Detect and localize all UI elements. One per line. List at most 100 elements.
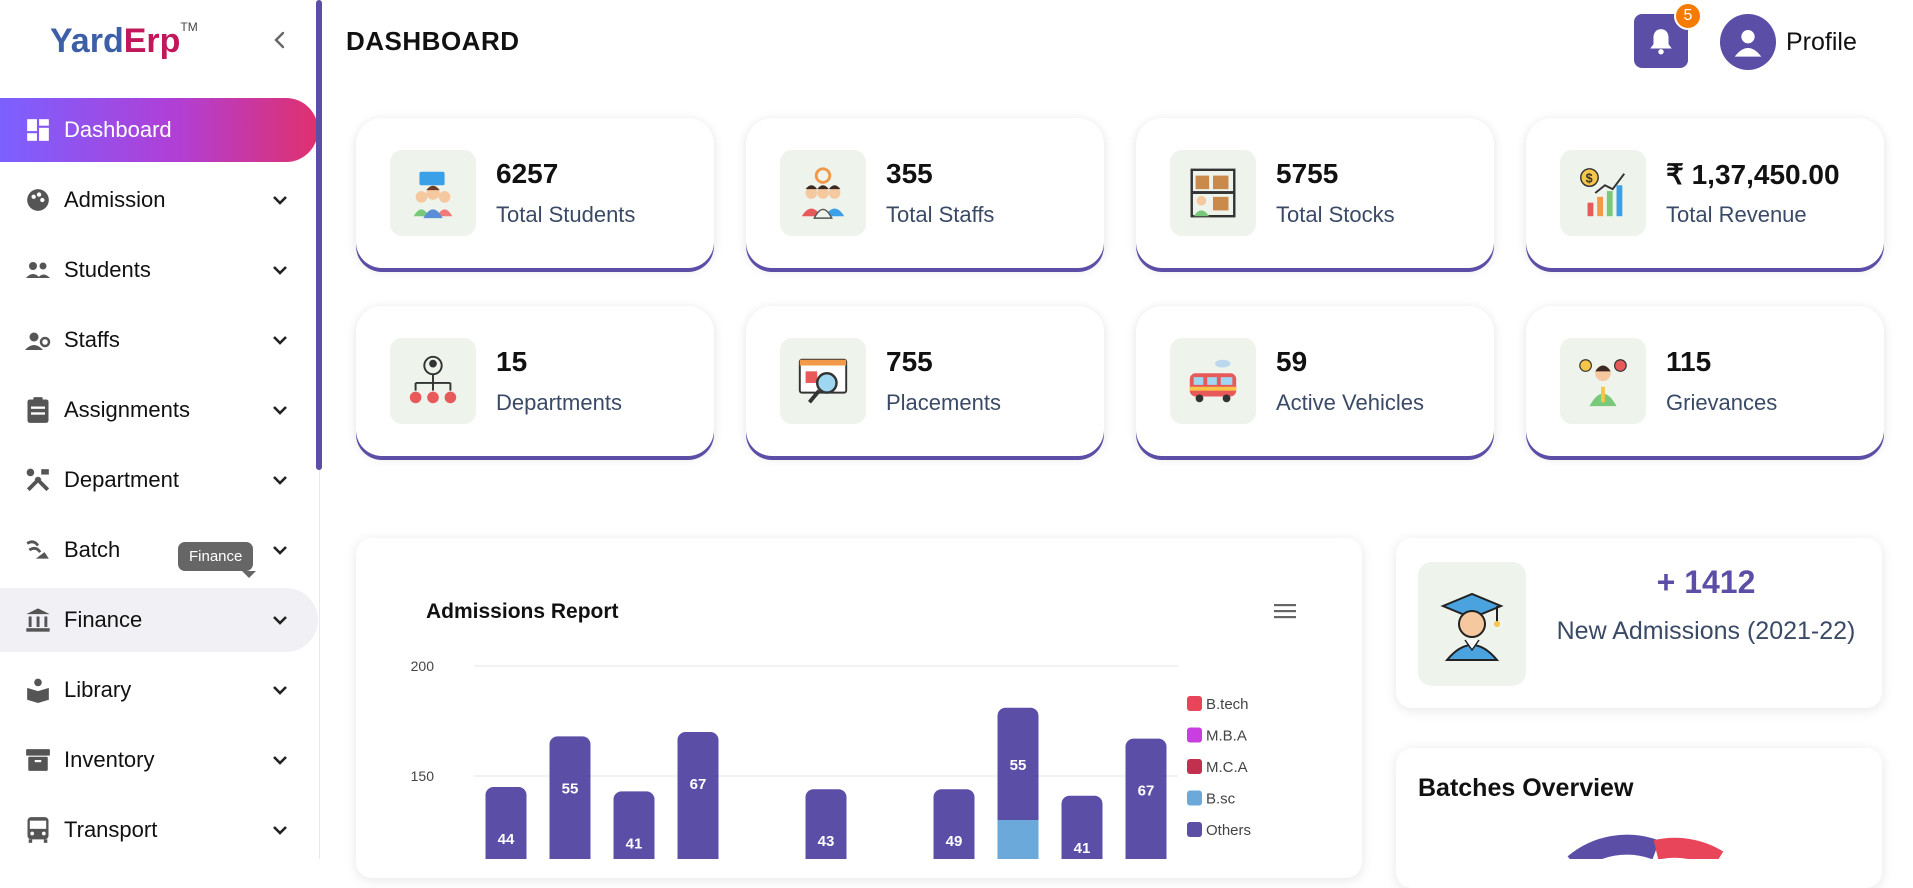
sidebar-item-staffs[interactable]: Staffs bbox=[0, 308, 320, 372]
profile-link[interactable]: Profile bbox=[1786, 28, 1857, 56]
sidebar-item-inventory[interactable]: Inventory bbox=[0, 728, 320, 792]
chevron-down-icon bbox=[273, 686, 287, 695]
sidebar-item-assignments[interactable]: Assignments bbox=[0, 378, 320, 442]
sidebar-item-label: Library bbox=[64, 677, 132, 702]
stat-label: Placements bbox=[886, 390, 1001, 415]
page-title: DASHBOARD bbox=[346, 26, 520, 56]
sidebar-item-label: Admission bbox=[64, 187, 166, 212]
stat-label: Departments bbox=[496, 390, 622, 415]
tools-icon bbox=[24, 466, 52, 494]
chart-bar bbox=[933, 789, 975, 859]
sidebar-item-label: Assignments bbox=[64, 397, 190, 422]
sidebar-item-label: Transport bbox=[64, 817, 158, 842]
engineer-icon bbox=[24, 326, 52, 354]
y-tick-label: 150 bbox=[411, 768, 435, 784]
stat-label: Grievances bbox=[1666, 390, 1778, 415]
bar-data-label: 41 bbox=[1074, 840, 1091, 857]
stat-card-vehicles[interactable]: 59 Active Vehicles bbox=[1136, 306, 1494, 456]
chevron-down-icon bbox=[273, 756, 287, 765]
legend-label: B.tech bbox=[1206, 696, 1249, 713]
sidebar-item-finance[interactable]: Finance bbox=[0, 588, 318, 652]
stat-label: Total Revenue bbox=[1666, 202, 1807, 227]
students-icon bbox=[390, 150, 476, 236]
stat-card-staffs[interactable]: 355 Total Staffs bbox=[746, 118, 1104, 268]
sidebar-nav: Dashboard Admission Students Staffs Assi… bbox=[0, 98, 320, 868]
bar-data-label: 41 bbox=[626, 835, 643, 852]
legend-label: B.sc bbox=[1206, 791, 1236, 808]
legend-label: M.B.A bbox=[1206, 728, 1247, 745]
batches-donut-chart bbox=[1567, 834, 1724, 859]
stat-value: 355 bbox=[886, 158, 933, 189]
sidebar-item-label: Department bbox=[64, 467, 179, 492]
clipboard-icon bbox=[24, 396, 52, 424]
placements-icon bbox=[780, 338, 866, 424]
stat-card-stocks[interactable]: 5755 Total Stocks bbox=[1136, 118, 1494, 268]
chevron-down-icon bbox=[273, 476, 287, 485]
stat-label: Total Students bbox=[496, 202, 636, 227]
people-icon bbox=[24, 256, 52, 284]
bar-data-label: 55 bbox=[1010, 757, 1027, 774]
batches-overview-title: Batches Overview bbox=[1418, 774, 1634, 802]
new-admissions-label: New Admissions (2021-22) bbox=[1556, 617, 1856, 645]
legend-swatch bbox=[1187, 822, 1202, 837]
archive-icon bbox=[24, 746, 52, 774]
sidebar-item-library[interactable]: Library bbox=[0, 658, 320, 722]
sidebar-item-department[interactable]: Department bbox=[0, 448, 320, 512]
admissions-chart: 200 150 44 55 41 67 43 49 55 41 67 B.tech M.B.A M.C.A… bbox=[411, 658, 1251, 859]
stat-card-placements[interactable]: 755 Placements bbox=[746, 306, 1104, 456]
chart-title: Admissions Report bbox=[426, 600, 619, 623]
legend-swatch bbox=[1187, 759, 1202, 774]
chevron-down-icon bbox=[273, 826, 287, 835]
chart-bar bbox=[613, 791, 655, 859]
sidebar-item-label: Finance bbox=[64, 607, 143, 632]
collapse-sidebar-icon[interactable] bbox=[268, 28, 292, 52]
batch-icon bbox=[24, 536, 52, 564]
stat-card-students[interactable]: 6257 Total Students bbox=[356, 118, 714, 268]
stat-value: 5755 bbox=[1276, 158, 1339, 189]
chart-bar bbox=[549, 736, 591, 859]
revenue-icon: $ bbox=[1560, 150, 1646, 236]
sidebar-item-dashboard[interactable]: Dashboard bbox=[0, 98, 318, 162]
sidebar-item-transport[interactable]: Transport bbox=[0, 798, 320, 862]
logo-text-yard: Yard bbox=[50, 22, 124, 60]
bar-data-label: 55 bbox=[562, 780, 579, 797]
stat-card-grievances[interactable]: 115 Grievances bbox=[1526, 306, 1884, 456]
sidebar-item-label: Inventory bbox=[64, 747, 155, 772]
sidebar-item-batch[interactable]: Batch bbox=[0, 518, 320, 582]
stat-value: 59 bbox=[1276, 346, 1308, 377]
stat-value: 115 bbox=[1666, 346, 1712, 377]
sidebar-item-label: Dashboard bbox=[64, 117, 172, 142]
user-icon bbox=[1734, 30, 1762, 57]
stat-card-revenue[interactable]: $ ₹ 1,37,450.00 Total Revenue bbox=[1526, 118, 1884, 268]
bus-icon bbox=[24, 816, 52, 844]
stat-label: Total Staffs bbox=[886, 202, 995, 227]
stat-value: 15 bbox=[496, 346, 528, 377]
chart-menu-icon[interactable] bbox=[1272, 600, 1298, 622]
sidebar-item-label: Students bbox=[64, 257, 151, 282]
logo-text-erp: Erp bbox=[123, 22, 181, 60]
stat-card-departments[interactable]: 15 Departments bbox=[356, 306, 714, 456]
sidebar-scrollbar[interactable] bbox=[316, 0, 322, 470]
legend-swatch bbox=[1187, 790, 1202, 806]
sidebar-item-admission[interactable]: Admission bbox=[0, 168, 320, 232]
chart-bar bbox=[1125, 738, 1167, 859]
bar-data-label: 49 bbox=[946, 833, 963, 850]
app-logo[interactable]: YardErpTM bbox=[50, 20, 198, 61]
chevron-down-icon bbox=[273, 616, 287, 625]
sidebar-item-label: Batch bbox=[64, 537, 121, 562]
book-reader-icon bbox=[24, 676, 52, 704]
svg-text:$: $ bbox=[1586, 171, 1593, 185]
new-admissions-card[interactable]: + 1412 New Admissions (2021-22) bbox=[1396, 538, 1882, 708]
stat-value: ₹ 1,37,450.00 bbox=[1666, 159, 1840, 190]
sidebar-item-label: Staffs bbox=[64, 327, 120, 352]
avatar[interactable] bbox=[1720, 14, 1776, 70]
sidebar-tooltip: Finance bbox=[178, 542, 257, 578]
palette-icon bbox=[24, 186, 52, 214]
sidebar-item-students[interactable]: Students bbox=[0, 238, 320, 302]
graduate-icon bbox=[1418, 562, 1526, 686]
legend-label: Others bbox=[1206, 822, 1251, 839]
bar-data-label: 44 bbox=[498, 831, 515, 848]
legend-label: M.C.A bbox=[1206, 759, 1248, 776]
chevron-down-icon bbox=[273, 196, 287, 205]
bar-data-label: 43 bbox=[818, 833, 835, 850]
